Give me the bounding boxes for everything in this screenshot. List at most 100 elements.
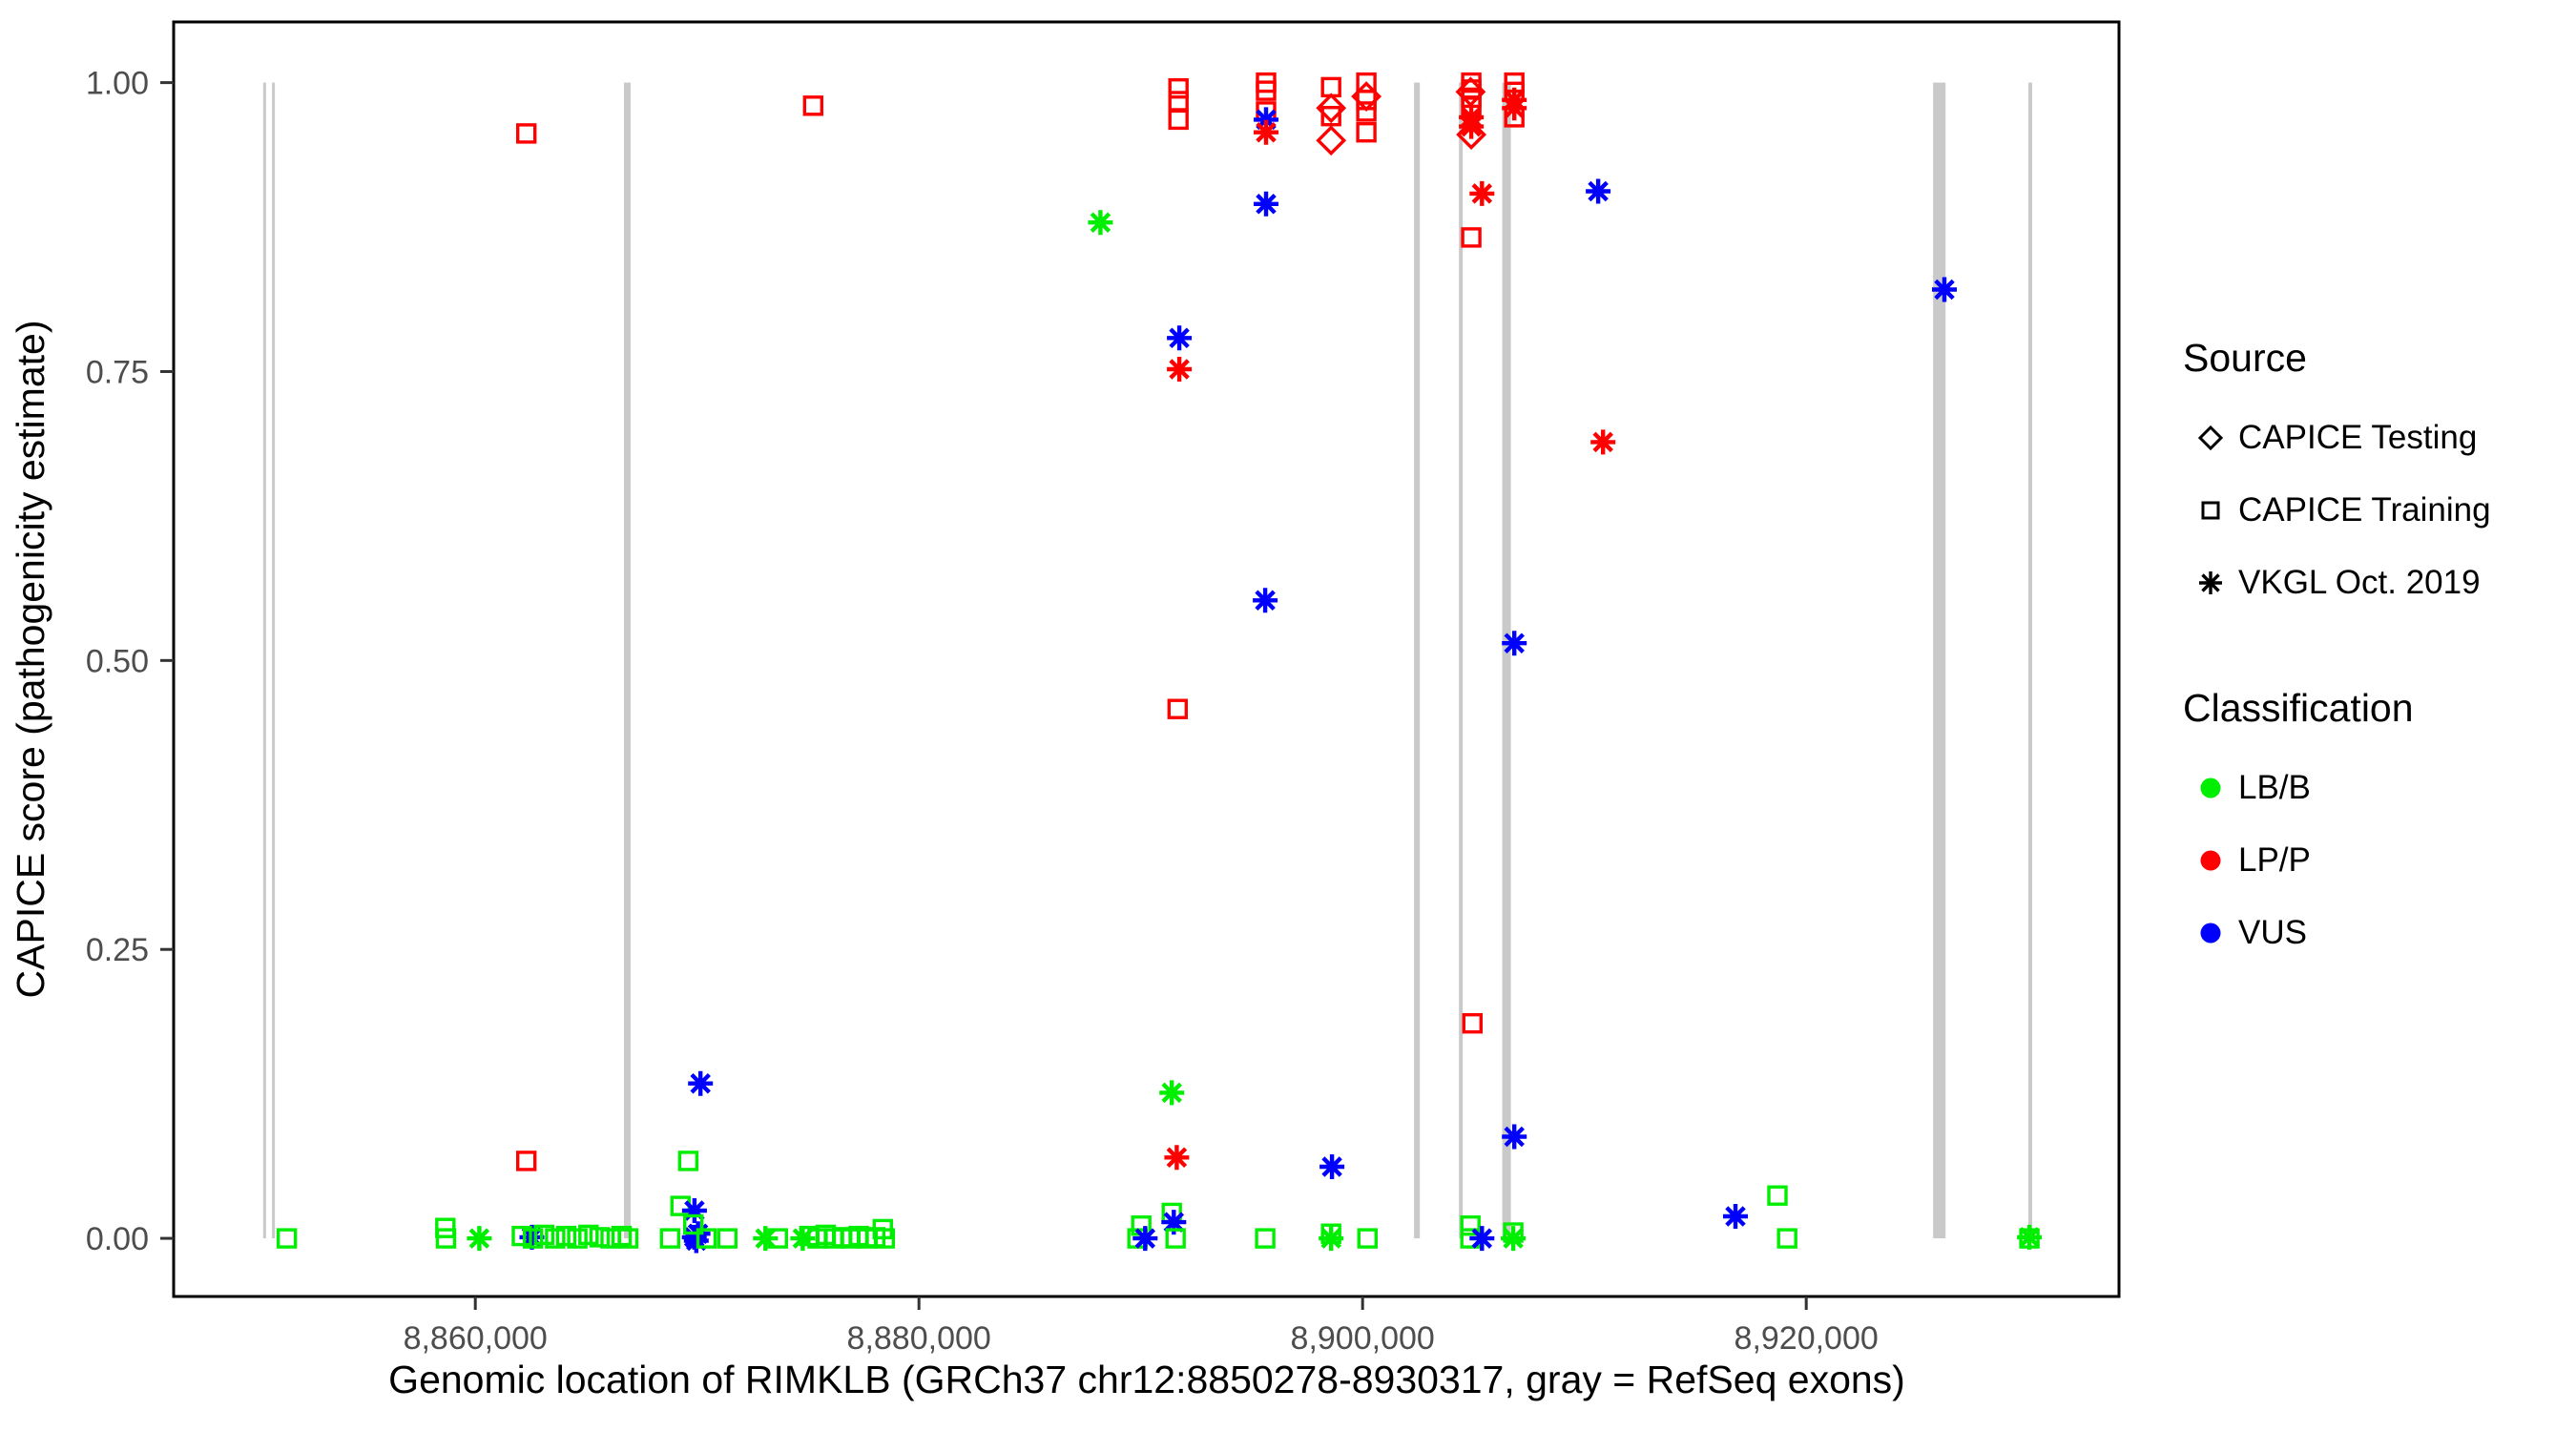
legend-spacer bbox=[2183, 619, 2565, 686]
exon-layer bbox=[262, 82, 2032, 1239]
exon-bar bbox=[1414, 82, 1421, 1239]
data-point bbox=[1356, 101, 1377, 122]
x-tick-label: 8,860,000 bbox=[404, 1320, 548, 1357]
data-point bbox=[1502, 631, 1527, 656]
data-point bbox=[1256, 80, 1277, 101]
data-point bbox=[1254, 119, 1278, 145]
y-tick-label: 0.00 bbox=[86, 1221, 149, 1257]
data-point bbox=[1456, 119, 1487, 151]
data-point bbox=[1161, 1210, 1187, 1235]
data-point bbox=[1356, 90, 1377, 111]
legend-item-vus: VUS bbox=[2183, 897, 2565, 969]
asterisk-icon bbox=[2183, 562, 2238, 604]
data-point bbox=[683, 1213, 704, 1235]
data-point bbox=[1316, 125, 1347, 156]
legend-item-label: CAPICE Training bbox=[2238, 491, 2491, 529]
data-point bbox=[2017, 1224, 2043, 1250]
data-point bbox=[511, 1225, 532, 1247]
data-point bbox=[1502, 1124, 1527, 1150]
legend-item-label: LB/B bbox=[2238, 769, 2311, 806]
data-point bbox=[1459, 114, 1485, 139]
legend-item-lpp: LP/P bbox=[2183, 824, 2565, 897]
legend-item-label: VKGL Oct. 2019 bbox=[2238, 564, 2481, 601]
data-point bbox=[1319, 1154, 1345, 1179]
y-axis-title: CAPICE score (pathogenicity estimate) bbox=[9, 321, 52, 999]
data-point bbox=[545, 1228, 566, 1249]
y-tick-label: 1.00 bbox=[86, 66, 149, 102]
data-point bbox=[1319, 1226, 1344, 1252]
data-point bbox=[1469, 1226, 1495, 1252]
y-tick-label: 0.75 bbox=[86, 354, 149, 390]
data-point bbox=[522, 1228, 544, 1249]
data-point bbox=[790, 1226, 816, 1252]
data-point bbox=[1167, 325, 1193, 351]
red-dot-icon bbox=[2183, 840, 2238, 881]
data-point bbox=[1253, 588, 1278, 613]
data-point bbox=[533, 1224, 554, 1246]
data-point bbox=[1590, 429, 1616, 455]
data-point bbox=[1255, 1228, 1276, 1249]
diamond-icon bbox=[2183, 417, 2238, 459]
data-point bbox=[435, 1217, 456, 1238]
legend-item-capice-testing: CAPICE Testing bbox=[2183, 402, 2565, 474]
square-icon bbox=[2183, 489, 2238, 531]
data-point bbox=[1164, 1145, 1190, 1171]
data-point bbox=[1132, 1226, 1158, 1252]
data-point bbox=[555, 1225, 577, 1247]
data-point bbox=[1168, 77, 1189, 99]
data-point bbox=[717, 1228, 737, 1249]
data-point bbox=[1165, 1228, 1186, 1249]
data-point bbox=[1316, 93, 1347, 124]
data-point bbox=[1932, 277, 1957, 302]
data-point bbox=[1462, 1012, 1484, 1034]
data-point bbox=[1167, 698, 1189, 719]
data-point bbox=[1168, 109, 1189, 131]
data-point bbox=[1504, 107, 1525, 128]
data-point bbox=[1723, 1204, 1748, 1229]
data-point bbox=[1320, 105, 1341, 127]
data-point bbox=[611, 1225, 633, 1247]
data-point bbox=[1254, 107, 1278, 133]
data-point bbox=[681, 1198, 707, 1223]
legend-source-title: Source bbox=[2183, 336, 2307, 380]
exon-bar bbox=[1459, 82, 1464, 1239]
data-point bbox=[1469, 180, 1495, 206]
exon-bar bbox=[1933, 82, 1946, 1239]
data-point bbox=[617, 1228, 639, 1249]
x-tick-label: 8,880,000 bbox=[847, 1320, 991, 1357]
legend-classification-title: Classification bbox=[2183, 686, 2414, 730]
legend-item-label: LP/P bbox=[2238, 841, 2311, 879]
data-point bbox=[578, 1224, 599, 1246]
data-point bbox=[659, 1228, 680, 1249]
data-point bbox=[683, 1228, 709, 1254]
exon-bar bbox=[2028, 82, 2032, 1239]
data-point bbox=[874, 1228, 896, 1249]
data-point bbox=[1461, 227, 1482, 248]
data-point bbox=[1586, 178, 1611, 204]
data-point bbox=[1167, 357, 1193, 382]
axis-layer: 8,860,000 8,880,000 8,900,000 8,920,000 0.00… bbox=[86, 20, 2121, 1357]
x-axis-title: Genomic location of RIMKLB (GRCh37 chr12… bbox=[388, 1358, 1905, 1401]
data-point bbox=[1088, 210, 1113, 236]
data-point bbox=[1460, 1214, 1481, 1236]
data-point bbox=[677, 1151, 699, 1172]
panel-border bbox=[172, 20, 2121, 1298]
data-point bbox=[1357, 1228, 1379, 1249]
y-tick-label: 0.25 bbox=[86, 932, 149, 968]
data-point bbox=[1356, 121, 1377, 143]
green-dot-icon bbox=[2183, 767, 2238, 809]
data-point bbox=[435, 1228, 457, 1249]
point-layer bbox=[276, 72, 2043, 1254]
legend-item-label: CAPICE Testing bbox=[2238, 419, 2478, 456]
x-tick-label: 8,900,000 bbox=[1291, 1320, 1435, 1357]
legend-item-capice-training: CAPICE Training bbox=[2183, 474, 2565, 547]
data-point bbox=[696, 1228, 717, 1249]
exon-bar bbox=[262, 82, 266, 1239]
data-point bbox=[1254, 191, 1278, 217]
data-point bbox=[567, 1228, 588, 1249]
data-point bbox=[276, 1228, 298, 1249]
data-point bbox=[1159, 1080, 1185, 1106]
data-point bbox=[753, 1226, 779, 1252]
